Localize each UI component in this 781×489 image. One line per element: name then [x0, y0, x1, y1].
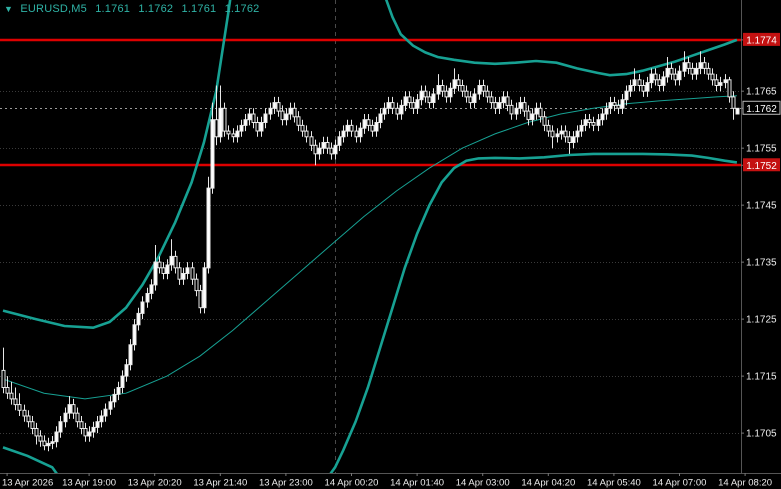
svg-text:1.1755: 1.1755 — [746, 144, 777, 155]
band-middle — [2, 95, 737, 400]
band-upper — [2, 0, 738, 330]
svg-text:13 Apr 19:00: 13 Apr 19:00 — [62, 478, 116, 489]
svg-text:14 Apr 08:20: 14 Apr 08:20 — [718, 478, 772, 489]
plot-area[interactable] — [0, 0, 741, 484]
svg-text:13 Apr 20:20: 13 Apr 20:20 — [128, 478, 182, 489]
svg-text:1.1725: 1.1725 — [746, 315, 777, 326]
svg-text:13 Apr 23:00: 13 Apr 23:00 — [259, 478, 313, 489]
ohlc-low-value: 1.1761 — [181, 3, 217, 15]
svg-text:13 Apr 2026: 13 Apr 2026 — [2, 478, 53, 489]
ohlc-open-value: 1.1761 — [95, 3, 131, 15]
candles-layer — [1, 51, 740, 452]
time-axis[interactable]: 13 Apr 2026 13 Apr 19:00 13 Apr 20:20 13 Ap… — [2, 473, 772, 489]
svg-text:13 Apr 21:40: 13 Apr 21:40 — [193, 478, 247, 489]
bands-layer — [2, 0, 738, 473]
svg-text:1.1745: 1.1745 — [746, 201, 777, 212]
svg-text:14 Apr 00:20: 14 Apr 00:20 — [325, 478, 379, 489]
price-level-badge — [743, 32, 780, 46]
svg-text:14 Apr 05:40: 14 Apr 05:40 — [587, 478, 641, 489]
svg-text:14 Apr 01:40: 14 Apr 01:40 — [390, 478, 444, 489]
band-lower — [2, 152, 738, 473]
hline-layer — [0, 38, 741, 167]
svg-text:1.1765: 1.1765 — [746, 87, 777, 98]
svg-text:14 Apr 04:20: 14 Apr 04:20 — [521, 478, 575, 489]
svg-text:1.1705: 1.1705 — [746, 429, 777, 440]
svg-text:1.1774: 1.1774 — [746, 35, 777, 46]
svg-text:1.1752: 1.1752 — [746, 161, 777, 172]
svg-text:1.1735: 1.1735 — [746, 258, 777, 269]
symbol-period-label: EURUSD,M5 — [20, 3, 87, 15]
chart-ohlc-info: ▼ EURUSD,M5 1.1761 1.1762 1.1761 1.1762 — [4, 3, 264, 15]
symbol-marker-icon: ▼ — [4, 4, 14, 14]
svg-text:1.1715: 1.1715 — [746, 372, 777, 383]
svg-text:14 Apr 03:00: 14 Apr 03:00 — [456, 478, 510, 489]
price-level-badge — [743, 158, 780, 172]
price-axis[interactable]: 1.1774 1.1765 1.1762 1.1755 1.1752 1.1745 1.17… — [741, 32, 781, 440]
ohlc-close-value: 1.1762 — [224, 3, 260, 15]
current-price-badge — [742, 100, 781, 115]
svg-text:1.1762: 1.1762 — [746, 104, 777, 115]
ohlc-high-value: 1.1762 — [138, 3, 174, 15]
svg-text:14 Apr 07:00: 14 Apr 07:00 — [653, 478, 707, 489]
